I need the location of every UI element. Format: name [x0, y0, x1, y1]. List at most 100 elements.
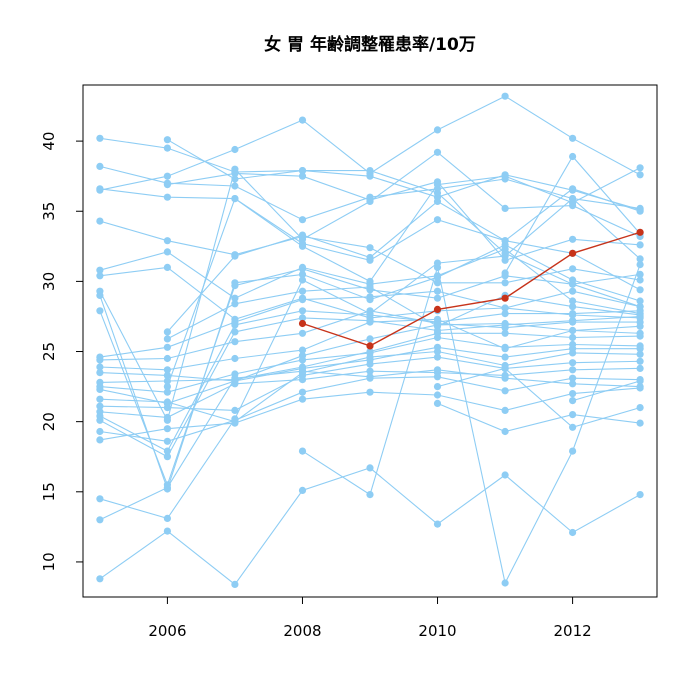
data-point — [569, 380, 577, 388]
data-point — [569, 423, 577, 431]
data-point — [501, 256, 509, 264]
series-28 — [163, 136, 644, 288]
data-point — [96, 516, 104, 524]
data-point — [366, 244, 374, 252]
data-point — [298, 296, 307, 304]
data-point — [298, 314, 307, 322]
data-point — [96, 427, 104, 436]
data-point — [636, 345, 644, 353]
data-point — [96, 162, 104, 170]
data-point — [433, 353, 442, 361]
data-point — [501, 353, 509, 361]
data-point — [298, 346, 307, 354]
data-point — [569, 397, 577, 405]
data-point — [163, 354, 171, 363]
series-line — [302, 264, 641, 585]
series-37 — [569, 377, 644, 405]
data-point — [231, 321, 239, 329]
data-point — [569, 303, 577, 311]
data-point — [298, 172, 307, 180]
data-point — [569, 265, 577, 273]
data-point — [298, 270, 307, 278]
data-point — [163, 388, 171, 396]
data-point — [501, 310, 509, 318]
data-point — [569, 249, 577, 257]
data-point — [569, 280, 577, 288]
data-point — [501, 343, 509, 351]
y-tick-label: 35 — [40, 202, 58, 221]
data-point — [366, 310, 374, 318]
data-point — [501, 249, 509, 257]
data-point — [636, 164, 644, 172]
data-point — [501, 329, 509, 337]
data-point — [501, 294, 509, 302]
data-point — [433, 383, 442, 391]
data-point — [96, 307, 104, 315]
data-point — [636, 332, 644, 340]
data-point — [366, 491, 374, 499]
data-point — [163, 193, 171, 201]
data-point — [569, 152, 577, 161]
data-point — [231, 374, 239, 382]
data-point — [163, 263, 171, 271]
data-point — [96, 291, 104, 299]
series-29 — [163, 169, 644, 264]
y-tick-label: 25 — [40, 342, 58, 361]
series-32 — [163, 164, 644, 391]
data-point — [231, 182, 239, 190]
data-point — [569, 310, 577, 318]
data-point — [231, 175, 239, 183]
data-point — [231, 354, 239, 363]
data-point — [163, 144, 171, 152]
data-point — [366, 196, 374, 204]
data-point — [163, 484, 171, 492]
data-point — [231, 406, 239, 414]
data-point — [366, 360, 374, 368]
data-point — [636, 241, 644, 249]
data-point — [501, 471, 509, 479]
data-point — [501, 269, 509, 277]
data-point — [636, 491, 644, 499]
data-point — [298, 116, 307, 124]
data-point — [231, 580, 239, 589]
data-point — [501, 204, 509, 212]
data-point — [163, 413, 171, 421]
y-tick-label: 10 — [40, 552, 58, 571]
series-27 — [96, 464, 644, 589]
data-point — [366, 253, 374, 262]
series-30 — [163, 185, 644, 336]
data-point — [96, 369, 104, 377]
data-point — [636, 286, 644, 294]
data-point — [433, 294, 442, 302]
data-point — [298, 376, 307, 384]
data-point — [366, 277, 374, 285]
data-point — [96, 356, 104, 364]
data-point — [636, 404, 644, 412]
data-point — [96, 436, 104, 444]
data-point — [163, 181, 171, 189]
data-point — [501, 427, 509, 436]
highlight-series — [298, 228, 644, 350]
data-point — [163, 527, 171, 535]
data-point — [366, 342, 374, 350]
data-point — [163, 335, 171, 343]
data-point — [636, 261, 644, 269]
data-point — [636, 311, 644, 319]
data-point — [636, 255, 644, 263]
data-point — [636, 207, 644, 215]
data-point — [298, 231, 307, 239]
series-36 — [501, 152, 644, 277]
series-line — [437, 402, 641, 433]
series-line — [167, 139, 641, 285]
data-point — [433, 263, 442, 271]
series-line — [166, 167, 641, 387]
chart-title: 女 胃 年齢調整罹患率/10万 — [264, 34, 476, 55]
data-point — [163, 371, 171, 379]
x-tick-label: 2010 — [418, 622, 456, 640]
data-point — [298, 276, 307, 284]
data-point — [569, 297, 577, 305]
data-point — [433, 520, 442, 528]
data-point — [501, 364, 509, 372]
data-point — [636, 377, 644, 385]
data-point — [433, 189, 442, 197]
